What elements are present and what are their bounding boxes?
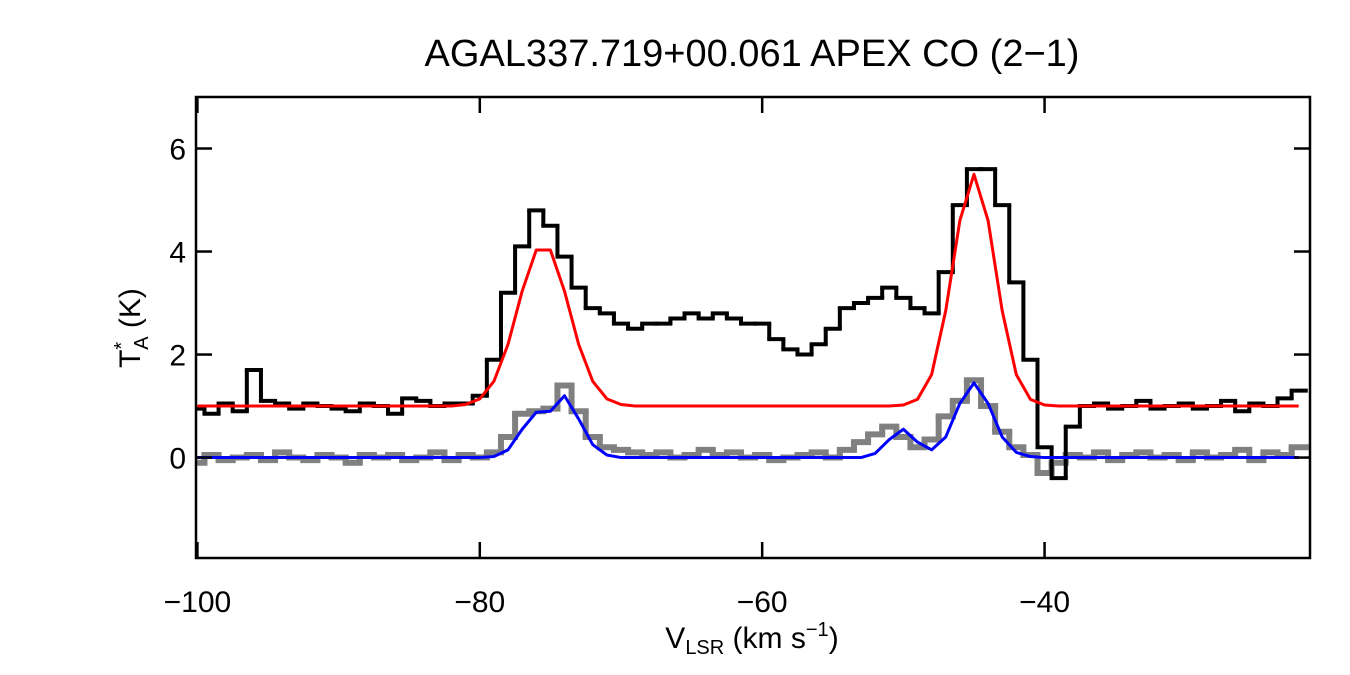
x-label-main: V [665, 622, 685, 655]
x-tick-label: −60 [737, 586, 788, 619]
chart-title: AGAL337.719+00.061 APEX CO (2−1) [425, 33, 1080, 75]
y-tick-label: 0 [169, 443, 186, 476]
y-tick-label: 6 [169, 134, 186, 167]
y-tick-label: 4 [169, 237, 186, 270]
y-label-rest: (K) [114, 288, 147, 336]
fit-line [197, 172, 1299, 408]
x-label-sub: LSR [685, 637, 724, 659]
plot-frame [194, 95, 1312, 560]
x-axis-label: VLSR (km s−1) [665, 619, 838, 659]
y-label-main: T [114, 350, 147, 368]
plot-area [196, 167, 1309, 481]
x-tick-label: −80 [454, 586, 505, 619]
x-label-sup: −1 [806, 619, 829, 641]
y-tick-label: 2 [169, 340, 186, 373]
y-label-sup: * [111, 342, 133, 350]
y-axis-label: T*A (K) [111, 288, 153, 368]
x-label-rest: (km s [724, 622, 806, 655]
y-label-sub: A [131, 336, 153, 350]
x-tick-label: −100 [164, 586, 232, 619]
x-tick-label: −40 [1019, 586, 1070, 619]
x-label-end: ) [829, 622, 839, 655]
fit-line [197, 381, 1299, 460]
